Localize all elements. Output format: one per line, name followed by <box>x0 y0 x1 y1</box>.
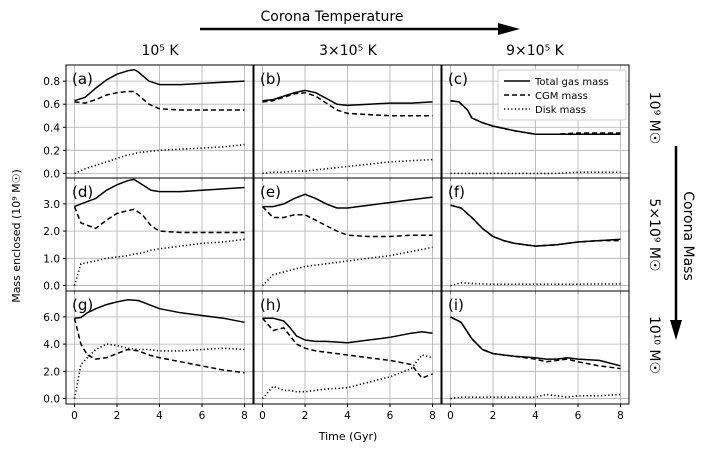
panel-f-cgm-mass-line <box>450 204 621 247</box>
panel-i-xtick-label: 6 <box>575 410 582 422</box>
panel-i: (i) 0 2 4 6 8 <box>441 290 630 422</box>
panel-h-xtick-label: 2 <box>302 410 309 422</box>
panel-f-label: (f) <box>448 183 465 201</box>
col-label-3e5: 3×10⁵ K <box>319 43 378 59</box>
legend-cgm-label: CGM mass <box>535 91 588 102</box>
panel-h-disk-mass-line <box>261 354 433 400</box>
panel-h-xtick-label: 0 <box>259 410 266 422</box>
panel-c-cgm-mass-line <box>450 99 621 135</box>
panel-h-xtick-label: 4 <box>344 410 351 422</box>
panel-d-ytick-label: 3.0 <box>43 199 60 211</box>
panel-a-disk-mass-line <box>74 143 245 175</box>
panel-e-disk-mass-line <box>261 246 433 287</box>
panel-g-ytick-label: 2.0 <box>43 366 60 378</box>
panel-g-disk-mass-line <box>73 343 245 399</box>
panel-i-xtick-label: 0 <box>447 410 454 422</box>
panel-i-cgm-mass-line <box>450 316 621 370</box>
panel-i-xtick-label: 4 <box>532 410 539 422</box>
panel-g-ytick-label: 0.0 <box>43 394 60 406</box>
panel-d-disk-mass-line <box>73 238 245 286</box>
panel-e-cgm-mass-line <box>261 206 433 238</box>
panel-b-cgm-mass-line <box>262 91 433 117</box>
panel-d-ytick-label: 1.0 <box>43 253 60 265</box>
panel-a: (a) 0.0 0.2 0.4 0.6 0.8 <box>43 64 254 181</box>
panel-i-xtick-label: 8 <box>617 410 624 422</box>
panel-h-xtick-label: 8 <box>429 410 436 422</box>
panel-c-disk-mass-line <box>450 171 621 175</box>
legend-total-label: Total gas mass <box>534 77 609 88</box>
panel-h-xtick-label: 6 <box>387 410 394 422</box>
mass-arrow-head <box>670 320 682 340</box>
row-label-1e9: 10⁹ M☉ <box>646 92 662 145</box>
panel-g-ytick-label: 6.0 <box>43 312 60 324</box>
legend-disk-label: Disk mass <box>535 105 586 116</box>
panel-e-total-gas-mass-line <box>262 193 433 209</box>
panel-h-label: (h) <box>260 296 281 314</box>
panel-a-ytick-label: 0.0 <box>43 168 60 180</box>
panel-b-total-gas-mass-line <box>262 89 433 107</box>
panels: (a)0.00.20.40.60.8 (b) (c)(d)0.01.02.03.0(… <box>43 64 630 422</box>
panel-g-cgm-mass-line <box>73 318 245 374</box>
panel-g-xtick-label: 0 <box>71 410 78 422</box>
y-axis-label: Mass enclosed (10⁹ M☉) <box>10 169 23 303</box>
panel-d-ytick-label: 0.0 <box>43 281 60 293</box>
legend-box <box>497 69 627 121</box>
row-label-5e9: 5×10⁹ M☉ <box>646 198 662 271</box>
panel-i-total-gas-mass-line <box>450 316 621 367</box>
panel-e-label: (e) <box>260 183 281 201</box>
panel-a-ytick-label: 0.2 <box>43 145 60 157</box>
panel-h: (h) 0 2 4 6 8 <box>253 290 442 422</box>
panel-d-ytick-label: 2.0 <box>43 226 60 238</box>
panel-e: (e) <box>253 177 442 294</box>
panel-d-total-gas-mass-line <box>74 178 245 208</box>
panel-a-total-gas-mass-line <box>74 68 245 102</box>
temperature-arrow-head <box>498 23 520 35</box>
panel-g-xtick-label: 2 <box>114 410 121 422</box>
panel-g-label: (g) <box>72 296 93 314</box>
panel-h-cgm-mass-line <box>261 317 433 379</box>
panel-g-xtick-label: 4 <box>156 410 163 422</box>
panel-h-total-gas-mass-line <box>262 317 433 344</box>
panel-g-total-gas-mass-line <box>74 299 245 324</box>
panel-g-xtick-label: 8 <box>241 410 248 422</box>
corona-temperature-label: Corona Temperature <box>261 9 404 25</box>
legend: Total gas mass CGM mass Disk mass <box>497 69 627 121</box>
panel-d: (d) 0.0 1.0 2.0 3.0 <box>43 177 254 294</box>
x-axis-label: Time (Gyr) <box>318 430 378 443</box>
col-label-1e5: 10⁵ K <box>141 43 179 59</box>
panel-b: (b) <box>253 64 442 181</box>
panel-i-label: (i) <box>448 296 464 314</box>
row-label-1e10: 10¹⁰ M☉ <box>646 316 662 374</box>
panel-c-label: (c) <box>448 70 468 88</box>
panel-g: (g) 0.0 2.0 4.0 6.0 0 2 4 6 8 <box>43 290 254 422</box>
panel-a-ytick-label: 0.4 <box>43 122 60 134</box>
panel-a-cgm-mass-line <box>74 90 245 111</box>
panel-b-label: (b) <box>260 70 281 88</box>
panel-i-xtick-label: 2 <box>490 410 497 422</box>
panel-d-label: (d) <box>72 183 93 201</box>
panel-a-ytick-label: 0.8 <box>43 76 60 88</box>
corona-mass-label: Corona Mass <box>680 191 696 281</box>
panel-f: (f) <box>441 177 630 294</box>
panel-f-disk-mass-line <box>450 281 621 287</box>
panel-g-xtick-label: 6 <box>199 410 206 422</box>
panel-g-ytick-label: 4.0 <box>43 339 60 351</box>
panel-d-cgm-mass-line <box>73 206 245 234</box>
col-label-9e5: 9×10⁵ K <box>506 43 565 59</box>
panel-a-ytick-label: 0.6 <box>43 99 60 111</box>
panel-a-label: (a) <box>72 70 93 88</box>
